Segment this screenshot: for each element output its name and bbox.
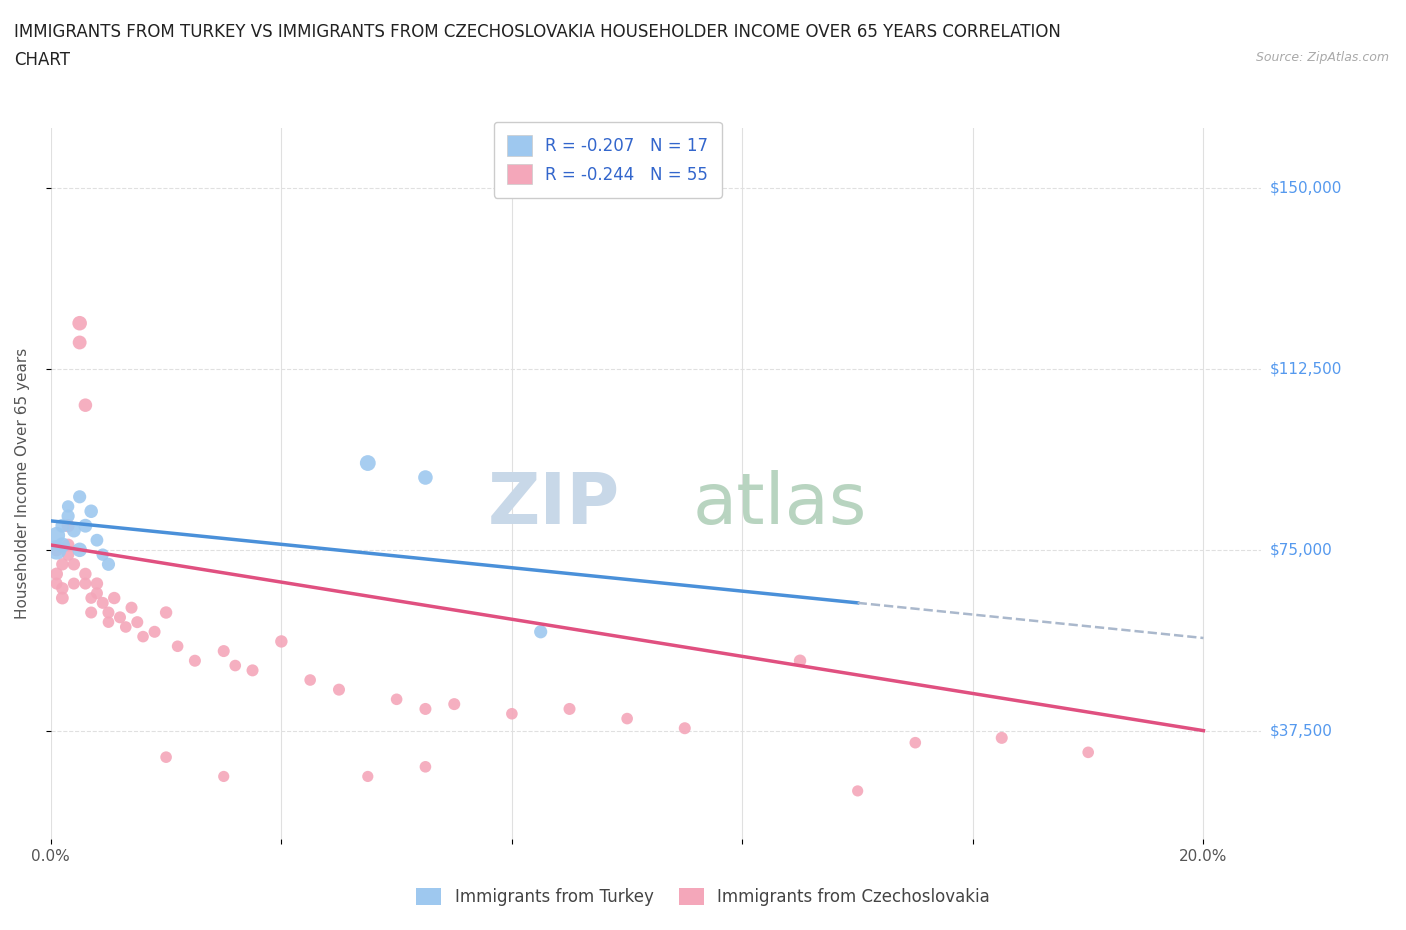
Text: IMMIGRANTS FROM TURKEY VS IMMIGRANTS FROM CZECHOSLOVAKIA HOUSEHOLDER INCOME OVER: IMMIGRANTS FROM TURKEY VS IMMIGRANTS FRO… <box>14 23 1062 41</box>
Point <box>224 658 246 673</box>
Point <box>63 523 86 538</box>
Point <box>86 577 108 591</box>
Legend: Immigrants from Turkey, Immigrants from Czechoslovakia: Immigrants from Turkey, Immigrants from … <box>408 880 998 914</box>
Point <box>45 542 67 557</box>
Point <box>51 581 73 596</box>
Point <box>166 639 188 654</box>
Text: $75,000: $75,000 <box>1270 542 1331 557</box>
Point <box>328 683 350 698</box>
Point <box>108 610 131 625</box>
Point <box>616 711 638 726</box>
Point <box>846 783 869 798</box>
Legend: R = -0.207   N = 17, R = -0.244   N = 55: R = -0.207 N = 17, R = -0.244 N = 55 <box>494 122 721 198</box>
Point <box>97 615 120 630</box>
Point <box>212 644 235 658</box>
Point <box>63 557 86 572</box>
Point <box>45 577 67 591</box>
Point <box>91 547 114 562</box>
Point <box>155 605 177 620</box>
Point <box>97 605 120 620</box>
Point <box>673 721 696 736</box>
Text: CHART: CHART <box>14 51 70 69</box>
Point <box>242 663 264 678</box>
Point <box>45 566 67 581</box>
Point <box>80 504 103 519</box>
Point <box>69 335 91 350</box>
Point <box>184 653 207 668</box>
Y-axis label: Householder Income Over 65 years: Householder Income Over 65 years <box>15 348 30 619</box>
Point <box>69 542 91 557</box>
Point <box>56 538 79 552</box>
Point <box>415 701 437 716</box>
Point <box>357 456 380 471</box>
Point <box>132 630 155 644</box>
Point <box>75 518 97 533</box>
Point <box>56 509 79 524</box>
Point <box>127 615 149 630</box>
Point <box>415 470 437 485</box>
Point <box>143 624 166 639</box>
Point <box>80 605 103 620</box>
Point <box>789 653 811 668</box>
Point <box>51 591 73 605</box>
Point <box>299 672 322 687</box>
Point <box>86 586 108 601</box>
Point <box>91 595 114 610</box>
Point <box>75 566 97 581</box>
Text: $150,000: $150,000 <box>1270 180 1341 195</box>
Point <box>51 557 73 572</box>
Point <box>51 538 73 552</box>
Point <box>86 533 108 548</box>
Point <box>103 591 125 605</box>
Point <box>56 499 79 514</box>
Point <box>75 398 97 413</box>
Point <box>56 547 79 562</box>
Point <box>990 730 1012 745</box>
Text: atlas: atlas <box>692 471 866 539</box>
Point <box>501 706 523 721</box>
Point <box>51 518 73 533</box>
Point <box>270 634 292 649</box>
Text: ZIP: ZIP <box>488 471 620 539</box>
Point <box>56 518 79 533</box>
Point <box>415 760 437 775</box>
Point <box>357 769 380 784</box>
Text: $112,500: $112,500 <box>1270 362 1341 377</box>
Point <box>63 577 86 591</box>
Point <box>69 489 91 504</box>
Point <box>155 750 177 764</box>
Point <box>530 624 553 639</box>
Text: $37,500: $37,500 <box>1270 724 1333 738</box>
Point <box>121 600 143 615</box>
Point <box>45 542 67 557</box>
Point <box>1077 745 1099 760</box>
Text: Source: ZipAtlas.com: Source: ZipAtlas.com <box>1256 51 1389 64</box>
Point <box>904 736 927 751</box>
Point <box>443 697 465 711</box>
Point <box>97 557 120 572</box>
Point <box>75 577 97 591</box>
Point <box>114 619 136 634</box>
Point <box>212 769 235 784</box>
Point <box>558 701 581 716</box>
Point <box>80 591 103 605</box>
Point <box>69 316 91 331</box>
Point <box>45 528 67 543</box>
Point <box>385 692 408 707</box>
